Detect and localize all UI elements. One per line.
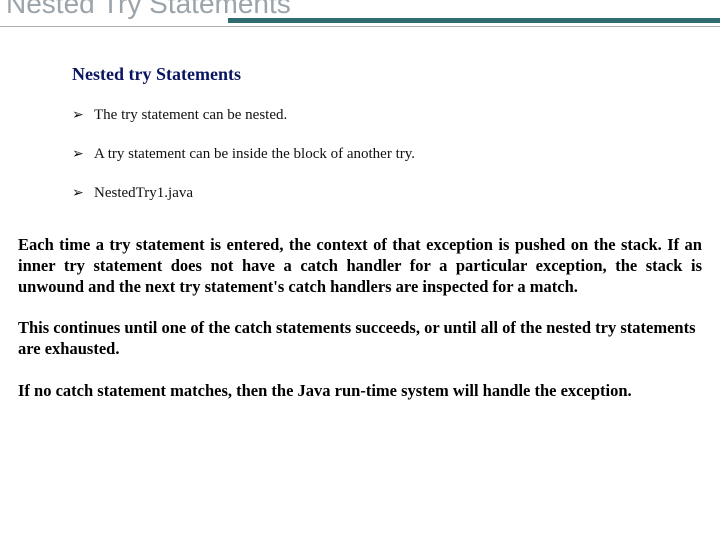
body-paragraphs: Each time a try statement is entered, th… [18, 234, 702, 401]
list-item: The try statement can be nested. [72, 107, 492, 124]
bullet-text: The try statement can be nested. [94, 107, 287, 123]
paragraph: Each time a try statement is entered, th… [18, 234, 702, 297]
slide-title: Nested Try Statements [6, 0, 291, 20]
inner-heading: Nested try Statements [72, 64, 492, 85]
paragraph: If no catch statement matches, then the … [18, 380, 702, 401]
bullet-text: NestedTry1.java [94, 185, 193, 201]
title-accent-line [228, 18, 720, 23]
list-item: NestedTry1.java [72, 185, 492, 202]
list-item: A try statement can be inside the block … [72, 146, 492, 163]
title-bar: Nested Try Statements [0, 0, 720, 40]
bullet-list: The try statement can be nested. A try s… [72, 107, 492, 202]
inner-content-block: Nested try Statements The try statement … [72, 64, 492, 202]
title-divider-line [0, 26, 720, 27]
paragraph: This continues until one of the catch st… [18, 317, 702, 359]
bullet-text: A try statement can be inside the block … [94, 146, 415, 162]
